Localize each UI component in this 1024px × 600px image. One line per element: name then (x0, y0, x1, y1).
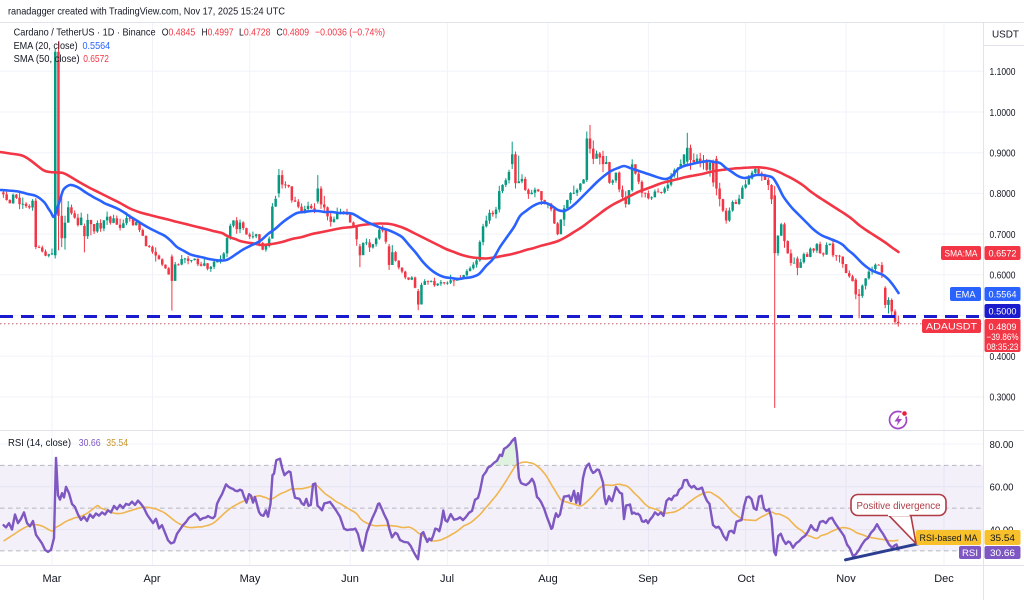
svg-text:0.3000: 0.3000 (990, 392, 1016, 404)
svg-text:Jul: Jul (440, 573, 454, 585)
svg-text:Cardano / TetherUS · 1D · Bina: Cardano / TetherUS · 1D · Binance (14, 27, 156, 39)
svg-text:30.66: 30.66 (990, 548, 1015, 559)
svg-text:Aug: Aug (538, 573, 558, 585)
svg-text:Positive divergence: Positive divergence (857, 500, 941, 512)
svg-text:Mar: Mar (43, 573, 62, 585)
svg-text:0.5000: 0.5000 (989, 306, 1017, 317)
svg-text:SMA (50, close): SMA (50, close) (14, 53, 80, 65)
svg-text:ranadagger created with Tradin: ranadagger created with TradingView.com,… (8, 6, 285, 18)
svg-text:USDT: USDT (992, 29, 1020, 41)
svg-text:60.00: 60.00 (990, 482, 1014, 494)
svg-text:35.54: 35.54 (990, 533, 1015, 544)
svg-text:H0.4997: H0.4997 (202, 27, 234, 39)
svg-text:RSI (14, close): RSI (14, close) (8, 437, 71, 449)
svg-text:Jun: Jun (341, 573, 359, 585)
svg-text:0.5564: 0.5564 (989, 289, 1017, 300)
svg-text:30.66: 30.66 (79, 437, 101, 449)
svg-text:L0.4728: L0.4728 (239, 27, 271, 39)
svg-text:May: May (240, 573, 261, 585)
svg-text:Nov: Nov (836, 573, 856, 585)
svg-text:Sep: Sep (638, 573, 658, 585)
svg-text:SMA:MA: SMA:MA (945, 248, 979, 259)
svg-text:35.54: 35.54 (106, 437, 128, 449)
svg-text:EMA: EMA (956, 289, 977, 300)
svg-text:1.0000: 1.0000 (990, 107, 1016, 119)
svg-text:0.6572: 0.6572 (989, 248, 1017, 259)
svg-text:Dec: Dec (934, 573, 954, 585)
svg-text:0.4000: 0.4000 (990, 351, 1016, 363)
svg-text:Oct: Oct (737, 573, 754, 585)
svg-text:C0.4809: C0.4809 (277, 27, 310, 39)
svg-text:0.9000: 0.9000 (990, 148, 1016, 160)
svg-text:ADAUSDT: ADAUSDT (926, 321, 977, 332)
svg-text:08:35:23: 08:35:23 (987, 342, 1019, 352)
svg-text:EMA (20, close): EMA (20, close) (14, 40, 78, 52)
svg-text:RSI-based MA: RSI-based MA (920, 533, 979, 544)
svg-text:O0.4845: O0.4845 (162, 27, 196, 39)
svg-text:Apr: Apr (143, 573, 160, 585)
svg-text:−0.0036 (−0.74%): −0.0036 (−0.74%) (315, 27, 385, 39)
svg-text:0.4809: 0.4809 (989, 322, 1017, 333)
svg-text:0.8000: 0.8000 (990, 188, 1016, 200)
svg-text:1.1000: 1.1000 (990, 66, 1016, 78)
svg-text:0.6572: 0.6572 (83, 53, 109, 65)
svg-text:0.5564: 0.5564 (83, 40, 111, 52)
svg-text:−39.86%: −39.86% (987, 332, 1019, 342)
svg-text:80.00: 80.00 (990, 439, 1014, 451)
svg-text:RSI: RSI (962, 548, 978, 559)
svg-text:0.6000: 0.6000 (990, 270, 1016, 282)
svg-text:0.7000: 0.7000 (990, 229, 1016, 241)
